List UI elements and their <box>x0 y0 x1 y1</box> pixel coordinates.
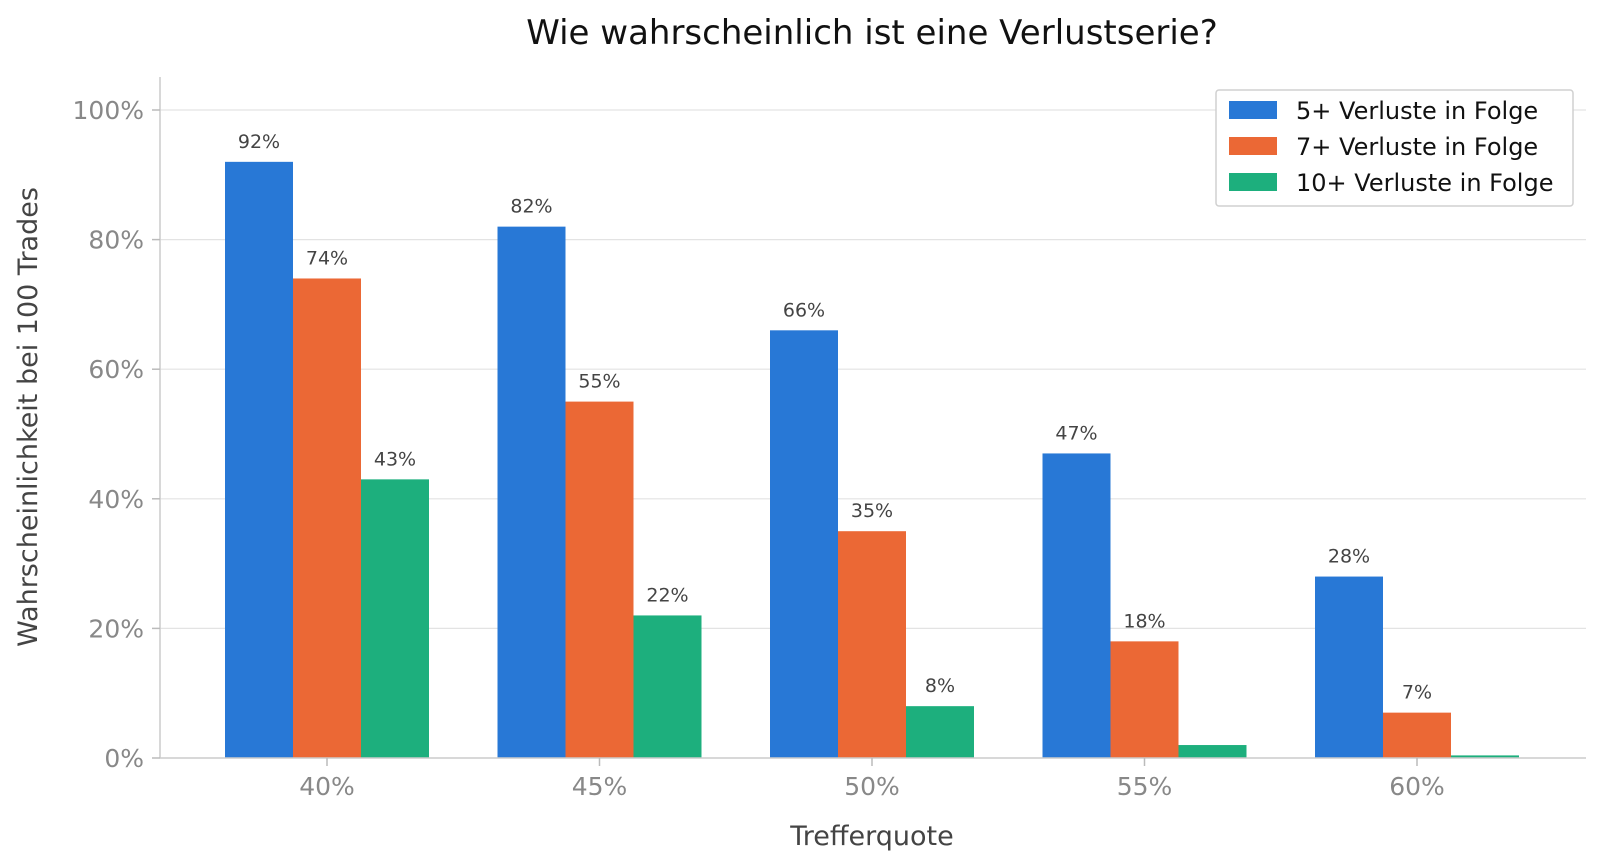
legend-swatch <box>1229 101 1277 119</box>
x-tick-label: 40% <box>299 772 355 801</box>
data-label: 55% <box>578 371 620 393</box>
legend-box <box>1215 89 1574 207</box>
bar <box>565 401 634 758</box>
bar <box>770 330 838 758</box>
bar <box>225 161 293 759</box>
x-ticks: 40% 45% 50% 55% 60% <box>299 758 1445 801</box>
bar <box>1383 712 1451 758</box>
bar <box>1315 576 1383 758</box>
data-label: 66% <box>783 299 825 321</box>
x-tick-label: 55% <box>1117 772 1173 801</box>
bar <box>838 531 906 758</box>
data-label: 22% <box>646 584 688 606</box>
data-label: 43% <box>374 448 416 470</box>
bars <box>225 161 1519 759</box>
chart-title: Wie wahrscheinlich ist eine Verlustserie… <box>526 13 1218 53</box>
bar <box>497 226 566 758</box>
bar <box>361 479 429 758</box>
data-label: 47% <box>1055 422 1097 444</box>
y-ticks: 0% 20% 40% 60% 80% 100% <box>73 96 160 773</box>
bar <box>1451 755 1519 758</box>
legend-label: 7+ Verluste in Folge <box>1296 133 1538 161</box>
legend-label: 5+ Verluste in Folge <box>1296 97 1538 125</box>
data-label: 7% <box>1402 682 1432 704</box>
legend-label: 10+ Verluste in Folge <box>1296 169 1553 197</box>
bar <box>1178 745 1247 758</box>
legend-swatch <box>1229 137 1277 155</box>
bar <box>293 278 361 758</box>
legend: 5+ Verluste in Folge 7+ Verluste in Folge… <box>1215 89 1574 207</box>
legend-swatch <box>1229 173 1277 191</box>
bar <box>906 706 974 758</box>
bar <box>1110 641 1179 758</box>
x-axis-label: Trefferquote <box>789 821 953 852</box>
y-axis-label: Wahrscheinlichkeit bei 100 Trades <box>13 187 44 647</box>
data-label: 28% <box>1328 546 1370 568</box>
data-label: 18% <box>1123 610 1165 632</box>
data-label: 92% <box>238 131 280 153</box>
bar <box>1042 453 1111 758</box>
x-tick-label: 50% <box>844 772 900 801</box>
data-label: 82% <box>510 196 552 218</box>
y-tick-label: 80% <box>88 226 144 255</box>
data-label: 74% <box>306 247 348 269</box>
y-tick-label: 60% <box>88 355 144 384</box>
y-tick-label: 0% <box>104 744 144 773</box>
data-label: 35% <box>851 500 893 522</box>
axes <box>159 77 1586 759</box>
bar <box>633 615 702 758</box>
y-tick-label: 20% <box>88 614 144 643</box>
y-tick-label: 40% <box>88 485 144 514</box>
x-tick-label: 45% <box>572 772 628 801</box>
y-tick-label: 100% <box>73 96 144 125</box>
data-labels: 92% 74% 43% 82% 55% 22% 66% 35% 8% 47% 18% 28% 7% <box>238 131 1432 704</box>
x-tick-label: 60% <box>1389 772 1445 801</box>
data-label: 8% <box>925 675 955 697</box>
